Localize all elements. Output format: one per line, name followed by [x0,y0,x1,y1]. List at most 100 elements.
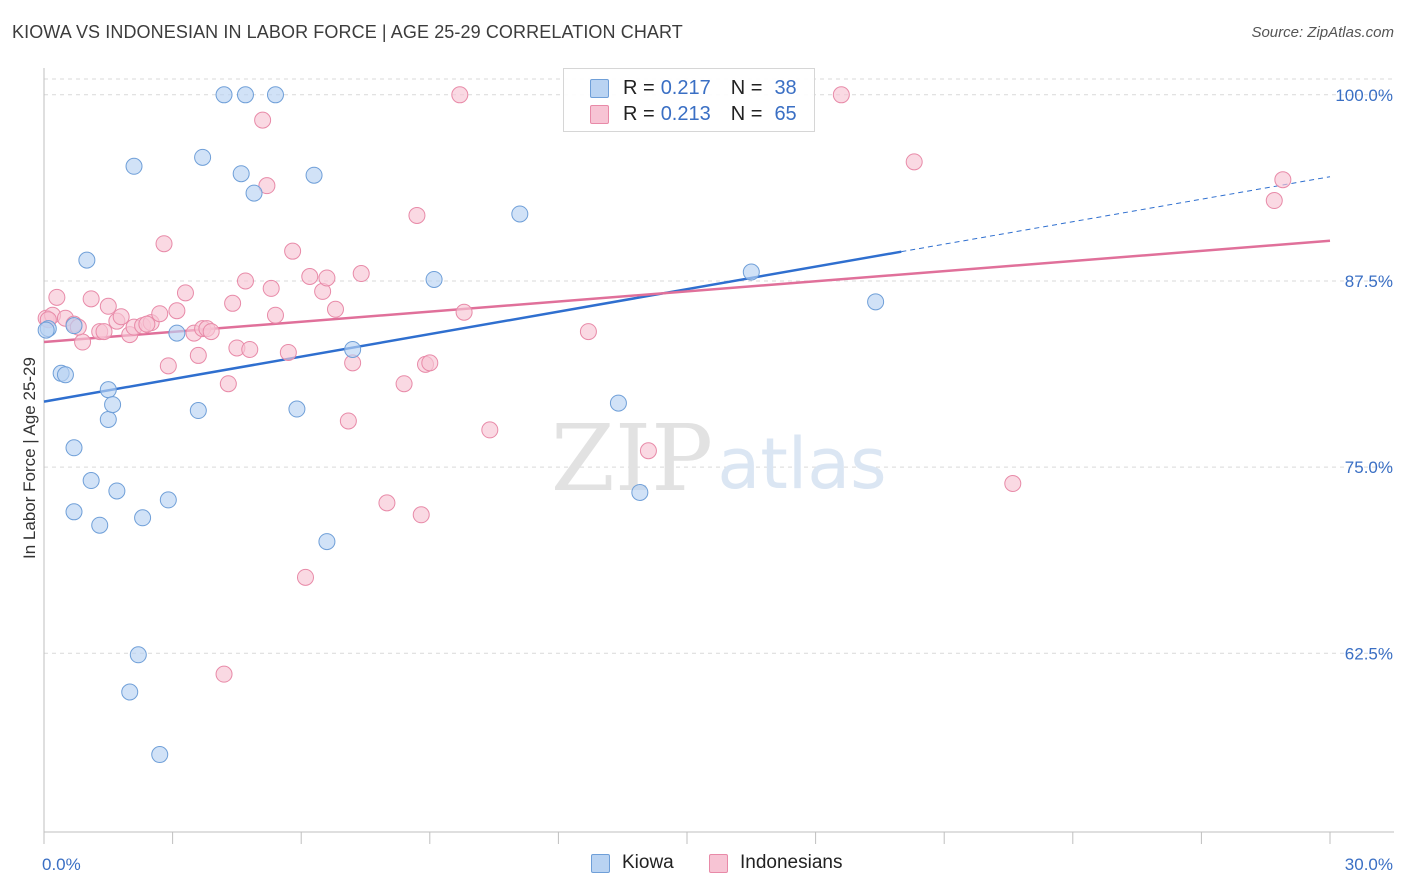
indonesians-point [905,153,923,171]
kiowa-point [189,402,207,420]
indonesians-point [138,315,156,333]
indonesians-point [378,494,396,512]
indonesians-point [82,290,100,308]
legend-item-kiowa: Kiowa [591,852,674,874]
indonesians-point [832,86,850,104]
indonesians-point [266,306,284,324]
kiowa-point [151,746,169,764]
kiowa-trendline [43,250,902,403]
kiowa-point [65,439,83,457]
axes [43,68,1394,844]
y-tick-label: 75.0% [1345,458,1393,477]
indonesians-point [326,300,344,318]
legend-row-indonesians: R = 0.213 N = 65 [590,103,797,125]
indonesians-point [296,568,314,586]
watermark-zip: ZIP [551,405,713,512]
indonesians-point [112,308,130,326]
x-tick-label-max: 30.0% [1345,855,1393,874]
kiowa-point [742,263,760,281]
indonesians-point [279,343,297,361]
indonesians-legend-label: Indonesians [740,852,843,873]
kiowa-n-value: 38 [774,76,797,99]
kiowa-point [609,394,627,412]
kiowa-point [159,491,177,509]
kiowa-point [288,400,306,418]
indonesians-point [236,272,254,290]
indonesians-point [352,265,370,283]
kiowa-point [245,184,263,202]
chart-title: KIOWA VS INDONESIAN IN LABOR FORCE | AGE… [12,22,683,42]
indonesians-point [339,412,357,430]
kiowa-point [318,533,336,551]
indonesians-n-label: N = [730,102,763,125]
kiowa-point [266,86,284,104]
legend-item-indonesians: Indonesians [709,852,842,874]
series-legend: Kiowa Indonesians [0,852,1406,876]
kiowa-point [129,646,147,664]
kiowa-point [108,482,126,500]
legend-row-kiowa: R = 0.217 N = 38 [590,77,797,99]
kiowa-point [104,396,122,414]
kiowa-point [194,148,212,166]
kiowa-point [305,166,323,184]
indonesians-point [421,354,439,372]
indonesians-point [1274,171,1292,189]
kiowa-point [78,251,96,269]
kiowa-point [91,516,109,534]
indonesians-point [202,323,220,341]
indonesians-trendline [43,239,1331,344]
y-tick-label: 100.0% [1335,86,1393,105]
kiowa-legend-label: Kiowa [622,852,674,873]
kiowa-point [125,157,143,175]
indonesians-point [639,442,657,460]
indonesians-point [254,111,272,129]
kiowa-point [867,293,885,311]
kiowa-legend-swatch [591,853,610,873]
indonesians-point [74,333,92,351]
indonesians-point [151,305,169,323]
indonesians-point [189,346,207,364]
watermark-atlas: atlas [717,423,886,505]
y-tick-label: 62.5% [1345,644,1393,663]
indonesians-point [99,297,117,315]
indonesians-point [1004,475,1022,493]
indonesians-swatch [590,104,609,124]
indonesians-point [412,506,430,524]
indonesians-point [48,288,66,306]
indonesians-r-value: 0.213 [660,102,711,125]
kiowa-point [215,86,233,104]
kiowa-point [121,683,139,701]
kiowa-point [56,366,74,384]
y-tick-label: 87.5% [1345,272,1393,291]
kiowa-n-label: N = [730,76,763,99]
trendlines [43,176,1331,403]
indonesians-point [215,665,233,683]
indonesians-point [1265,192,1283,210]
indonesians-points [37,86,1292,683]
kiowa-swatch [590,78,609,98]
indonesians-legend-swatch [709,853,728,873]
indonesians-point [451,86,469,104]
kiowa-point [65,317,83,335]
kiowa-point [99,410,117,428]
kiowa-point [99,381,117,399]
kiowa-point [232,165,250,183]
indonesians-point [241,340,259,358]
indonesians-point [408,206,426,224]
kiowa-point [82,472,100,490]
indonesians-point [301,267,319,285]
indonesians-point [95,323,113,341]
indonesians-point [159,357,177,375]
indonesians-point [262,279,280,297]
kiowa-point [425,270,443,288]
indonesians-point [155,235,173,253]
indonesians-point [318,269,336,287]
kiowa-point [37,321,55,339]
x-tick-label-min: 0.0% [42,855,81,874]
kiowa-point [344,340,362,358]
indonesians-point [176,284,194,302]
source-label: Source: ZipAtlas.com [1251,24,1394,41]
kiowa-point [168,324,186,342]
indonesians-r-label: R = [623,102,655,125]
